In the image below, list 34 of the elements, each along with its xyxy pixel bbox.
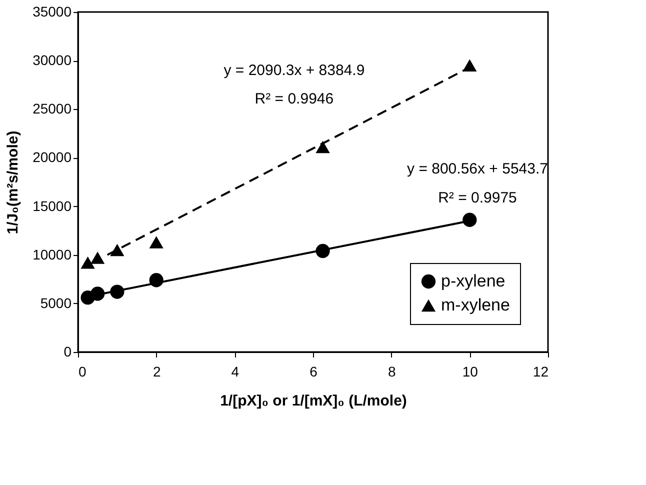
y-tick-label: 30000	[32, 52, 72, 68]
legend-label: m-xylene	[441, 296, 510, 314]
point	[149, 273, 164, 288]
legend-label: p-xylene	[441, 272, 506, 290]
annotation: R² = 0.9946	[254, 90, 334, 108]
point	[110, 244, 124, 256]
point	[462, 212, 477, 227]
x-tick-label: 2	[152, 364, 161, 380]
y-tick-label: 10000	[32, 246, 72, 262]
point	[149, 236, 164, 248]
x-tick-label: 0	[78, 364, 86, 380]
annotation: y = 800.56x + 5543.7	[407, 160, 548, 178]
y-tick-label: 35000	[32, 4, 72, 20]
y-axis-title: 1/J₀(m²s/mole)	[4, 130, 22, 234]
y-tick-label: 5000	[40, 294, 72, 311]
y-tick-label: 15000	[32, 198, 72, 214]
point	[90, 286, 105, 301]
x-tick-label: 12	[532, 364, 549, 380]
x-axis-title: 1/[pX]₀ or 1/[mX]₀ (L/mole)	[220, 392, 407, 410]
point	[90, 252, 105, 264]
point	[316, 140, 330, 154]
x-tick-label: 8	[388, 364, 396, 380]
point	[462, 59, 477, 72]
point	[80, 256, 95, 269]
y-tick-label: 25000	[32, 100, 72, 117]
point	[110, 284, 124, 299]
y-tick-label: 20000	[32, 149, 72, 166]
annotation: y = 2090.3x + 8384.9	[224, 62, 365, 79]
x-tick-label: 6	[310, 364, 318, 380]
x-tick-label: 10	[462, 364, 478, 380]
annotation: R² = 0.9975	[438, 189, 517, 206]
point	[316, 244, 330, 258]
x-tick-label: 4	[231, 364, 240, 380]
y-tick-label: 0	[64, 344, 72, 360]
